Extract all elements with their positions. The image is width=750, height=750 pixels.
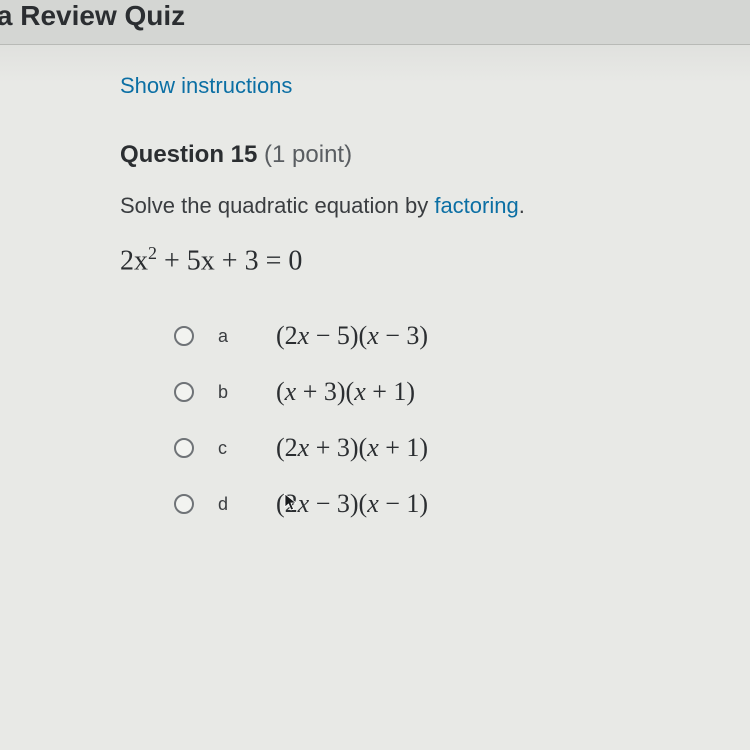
option-expr: (x + 3)(x + 1) bbox=[276, 377, 415, 407]
radio-b[interactable] bbox=[174, 382, 194, 402]
quiz-title: ra Review Quiz bbox=[0, 0, 750, 32]
factoring-link[interactable]: factoring bbox=[434, 193, 518, 218]
option-expr: (2x − 5)(x − 3) bbox=[276, 321, 428, 351]
question-points: (1 point) bbox=[264, 141, 352, 168]
question-prompt: Solve the quadratic equation by factorin… bbox=[120, 193, 750, 219]
answer-options: a (2x − 5)(x − 3) b (x + 3)(x + 1) c (2x… bbox=[120, 321, 750, 519]
radio-a[interactable] bbox=[174, 326, 194, 346]
option-letter: d bbox=[218, 494, 258, 515]
quiz-header: ra Review Quiz bbox=[0, 0, 750, 45]
option-letter: c bbox=[218, 438, 258, 459]
prompt-prefix: Solve the quadratic equation by bbox=[120, 193, 434, 218]
option-letter: b bbox=[218, 382, 258, 403]
option-expr: (2x + 3)(x + 1) bbox=[276, 433, 428, 463]
radio-d[interactable] bbox=[174, 494, 194, 514]
quiz-content: Show instructions Question 15 (1 point) … bbox=[0, 45, 750, 519]
option-a[interactable]: a (2x − 5)(x − 3) bbox=[174, 321, 750, 351]
question-number-label: Question 15 bbox=[120, 141, 257, 168]
option-letter: a bbox=[218, 326, 258, 347]
prompt-suffix: . bbox=[519, 193, 525, 218]
radio-c[interactable] bbox=[174, 438, 194, 458]
question-header: Question 15 (1 point) bbox=[120, 141, 750, 169]
option-d[interactable]: d (2x − 3)(x − 1) bbox=[174, 489, 750, 519]
option-expr: (2x − 3)(x − 1) bbox=[276, 489, 428, 519]
option-b[interactable]: b (x + 3)(x + 1) bbox=[174, 377, 750, 407]
equation: 2x2 + 5x + 3 = 0 bbox=[120, 243, 750, 277]
show-instructions-link[interactable]: Show instructions bbox=[120, 73, 292, 99]
option-c[interactable]: c (2x + 3)(x + 1) bbox=[174, 433, 750, 463]
